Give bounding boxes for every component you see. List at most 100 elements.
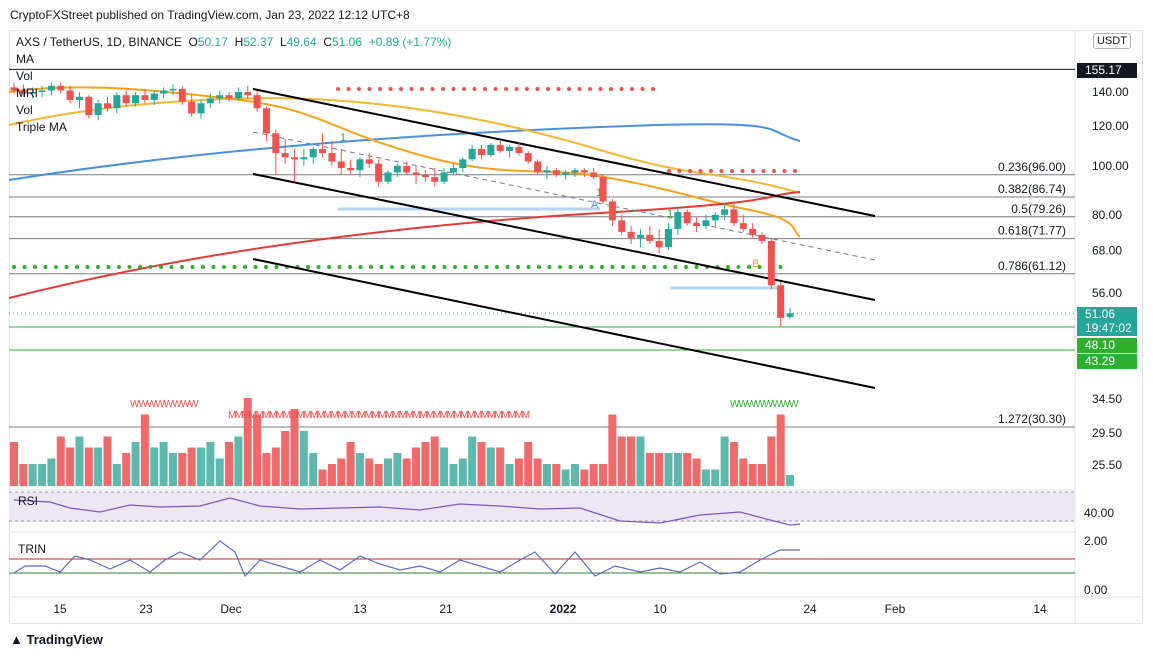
volume-tick: 34.50 (1092, 392, 1122, 406)
tradingview-logo[interactable]: ▲ TradingView (10, 632, 103, 647)
volume-bar (290, 409, 299, 486)
mri-dot-green (757, 265, 762, 269)
candle-body (496, 144, 504, 151)
candle-body (29, 92, 37, 94)
candle-body (636, 234, 644, 238)
candle-body (75, 96, 83, 100)
indicator-mri[interactable]: MRI (16, 86, 38, 100)
mri-dot-green (600, 265, 604, 269)
candle-body (122, 95, 130, 104)
time-tick: Dec (220, 602, 241, 616)
mri-dot-green (516, 265, 520, 269)
volume-bar (122, 453, 131, 486)
volume-bar (271, 447, 280, 486)
fib-label-0: 0.236(96.00) (998, 160, 1066, 174)
volume-bar (94, 447, 103, 486)
mri-dot-red (577, 87, 582, 91)
volume-bar (374, 464, 383, 486)
volume-bar (617, 436, 626, 486)
volume-bar (664, 453, 673, 486)
volume-bar (720, 436, 729, 486)
volume-bar (692, 458, 701, 486)
candle-body (66, 90, 74, 100)
candle-body (487, 144, 495, 156)
mri-dot-green (222, 265, 226, 269)
mri-dot-green (138, 265, 142, 269)
volume-marker-w-left: WWWWWWWW (130, 399, 199, 410)
candle-body (515, 146, 523, 154)
candle-body (449, 168, 457, 173)
candle-body (777, 285, 785, 318)
volume-bar (655, 453, 664, 486)
candle-body (347, 168, 355, 171)
candle-body (38, 90, 46, 92)
symbol-pair: AXS / TetherUS, 1D, BINANCE (16, 35, 182, 49)
volume-bar (234, 436, 243, 486)
mri-dot-red (399, 87, 403, 91)
trin-line (13, 540, 800, 578)
candle-body (57, 85, 65, 91)
mri-dot-red (619, 87, 624, 91)
mri-dot-red (535, 87, 540, 91)
candle-body (674, 212, 682, 229)
change-value: +0.89 (+1.77%) (368, 35, 452, 49)
volume-bar (262, 453, 271, 486)
mri-dot-red (782, 169, 787, 173)
volume-bar (636, 436, 645, 486)
mri-dot-red (546, 87, 550, 91)
currency-button[interactable]: USDT (1093, 33, 1131, 49)
mri-dot-green (85, 265, 90, 269)
price-tick: 56.00 (1092, 286, 1122, 300)
candle-body (365, 159, 373, 164)
fib-label-1: 0.382(86.74) (998, 182, 1066, 196)
time-tick: 14 (1033, 602, 1047, 616)
volume-bar (711, 469, 720, 486)
mri-dot-green (642, 265, 646, 269)
channel-line-lower (252, 258, 876, 389)
indicator-ma[interactable]: MA (16, 52, 34, 66)
candle-body (253, 95, 261, 109)
mri-dot-green (652, 265, 657, 269)
candle-body (113, 95, 121, 109)
mri-dot-green (75, 265, 79, 269)
indicator-triple-ma[interactable]: Triple MA (16, 120, 67, 134)
rsi-line (13, 497, 801, 526)
time-tick: 21 (439, 602, 453, 616)
candle-body (225, 95, 233, 99)
mri-dot-green (159, 265, 163, 269)
candle-body (169, 88, 177, 91)
mri-dot-red (483, 87, 487, 91)
volume-bar (412, 447, 421, 486)
candle-body (431, 177, 439, 182)
mri-dot-red (761, 169, 766, 173)
trin-tick-2: 2.00 (1084, 534, 1108, 548)
mri-dot-green (43, 265, 48, 269)
rsi-label: RSI (18, 494, 38, 508)
candle-body (197, 103, 205, 114)
indicator-vol-2[interactable]: Vol (16, 103, 33, 117)
candle-body (141, 95, 149, 100)
price-badge-top: 155.17 (1077, 63, 1137, 78)
mri-dot-green (684, 265, 688, 269)
volume-bar (449, 464, 458, 486)
volume-bar (627, 436, 636, 486)
trin-label: TRIN (18, 542, 46, 556)
candle-body (693, 223, 701, 227)
mri-dot-green (369, 265, 373, 269)
candle-body (206, 98, 214, 104)
candle-body (524, 153, 532, 162)
indicator-vol[interactable]: Vol (16, 69, 33, 83)
mri-dot-green (64, 265, 69, 269)
mri-dot-red (698, 169, 703, 173)
candle-body (403, 165, 411, 173)
fib-label-2: 0.5(79.26) (1011, 202, 1066, 216)
volume-bar (84, 447, 93, 486)
candle-body (618, 220, 626, 232)
candle-body (375, 163, 383, 182)
volume-bar (608, 414, 617, 486)
volume-bar (524, 442, 533, 486)
mri-dot-green (442, 265, 447, 269)
mri-dot-green (495, 265, 499, 269)
volume-bar (187, 447, 196, 486)
